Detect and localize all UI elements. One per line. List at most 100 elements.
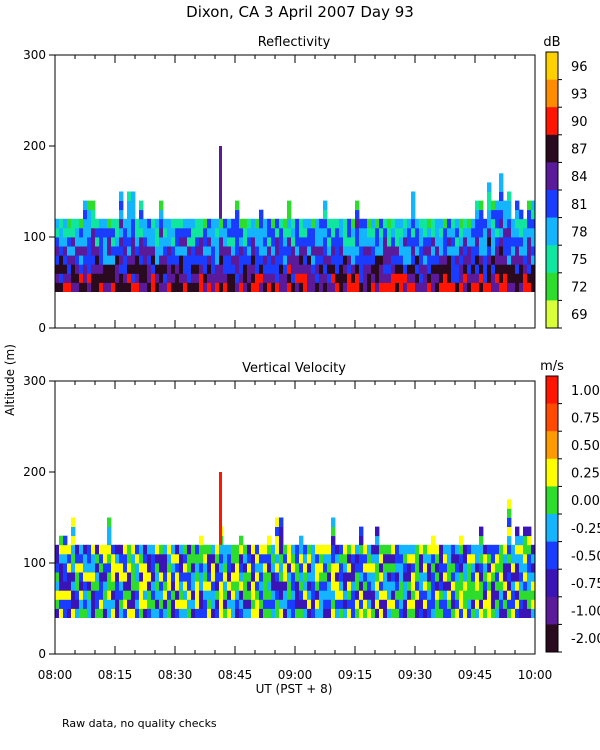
heatmap-cell [531,553,536,564]
heatmap-cell [515,209,520,220]
heatmap-cell [115,581,120,591]
heatmap-cell [331,535,336,546]
heatmap-cell [219,590,224,600]
heatmap-cell [315,544,320,555]
heatmap-cell [243,264,248,274]
heatmap-cell [251,255,256,265]
heatmap-cell [427,599,432,609]
heatmap-cell [347,563,352,573]
heatmap-cell [351,553,356,564]
y-tick-label: 300 [23,374,46,388]
heatmap-cell [503,608,508,618]
heatmap-cell [295,572,300,582]
heatmap-cell [351,563,356,573]
heatmap-cell [123,599,128,609]
heatmap-cell [175,581,180,591]
heatmap-cell [243,218,248,229]
heatmap-cell [379,572,384,582]
heatmap-cell [331,227,336,238]
heatmap-cell [71,572,76,582]
heatmap-cell [339,227,344,238]
heatmap-cell [279,517,284,527]
heatmap-cell [363,581,368,591]
heatmap-cell [455,553,460,564]
heatmap-cell [403,218,408,229]
heatmap-cell [439,237,444,247]
heatmap-cell [263,590,268,600]
heatmap-cell [343,553,348,564]
heatmap-cell [487,218,492,229]
heatmap-cell [307,255,312,265]
heatmap-cell [287,246,292,256]
heatmap-cell [211,264,216,274]
heatmap-cell [131,246,136,256]
heatmap-cell [327,227,332,238]
heatmap-cell [363,255,368,265]
heatmap-cell [451,572,456,582]
heatmap-cell [151,246,156,256]
heatmap-cell [147,608,152,618]
heatmap-cell [235,246,240,256]
heatmap-cell [319,237,324,247]
heatmap-cell [227,590,232,600]
heatmap-cell [59,273,64,283]
heatmap-cell [115,563,120,573]
heatmap-cell [391,572,396,582]
heatmap-cell [55,282,60,292]
heatmap-cell [151,590,156,600]
heatmap-cell [527,227,532,238]
heatmap-cell [183,590,188,600]
heatmap-cell [523,255,528,265]
heatmap-cell [471,264,476,274]
heatmap-cell [231,218,236,229]
heatmap-cell [75,599,80,609]
heatmap-cell [435,544,440,555]
heatmap-cell [511,553,516,564]
heatmap-cell [411,218,416,229]
heatmap-cell [243,599,248,609]
heatmap-cell [471,227,476,238]
heatmap-cell [495,599,500,609]
heatmap-cell [215,218,220,229]
heatmap-cell [135,553,140,564]
heatmap-cell [311,264,316,274]
heatmap-cell [475,608,480,618]
heatmap-cell [183,246,188,256]
heatmap-cell [295,264,300,274]
heatmap-cell [103,237,108,247]
heatmap-cell [435,237,440,247]
heatmap-cell [307,218,312,229]
heatmap-cell [355,218,360,229]
heatmap-cell [271,608,276,618]
heatmap-cell [279,218,284,229]
heatmap-cell [231,608,236,618]
colorbar-label: -0.75 [571,577,600,592]
heatmap-cell [295,246,300,256]
heatmap-cell [135,608,140,618]
heatmap-cell [127,237,132,247]
heatmap-cell [463,599,468,609]
heatmap-cell [487,246,492,256]
heatmap-cell [67,608,72,618]
heatmap-cell [287,200,292,211]
heatmap-cell [371,553,376,564]
heatmap-cell [111,599,116,609]
heatmap-cell [347,273,352,283]
heatmap-cell [71,218,76,229]
heatmap-cell [367,563,372,573]
heatmap-cell [111,218,116,229]
heatmap-cell [87,237,92,247]
heatmap-cell [343,227,348,238]
heatmap-cell [411,227,416,238]
heatmap-cell [235,553,240,564]
heatmap-cell [399,255,404,265]
heatmap-cell [259,209,264,220]
heatmap-cell [183,563,188,573]
heatmap-cell [211,227,216,238]
heatmap-cell [71,526,76,537]
heatmap-cell [167,563,172,573]
heatmap-cell [411,237,416,247]
heatmap-cell [59,608,64,618]
heatmap-cell [187,264,192,274]
heatmap-cell [387,608,392,618]
